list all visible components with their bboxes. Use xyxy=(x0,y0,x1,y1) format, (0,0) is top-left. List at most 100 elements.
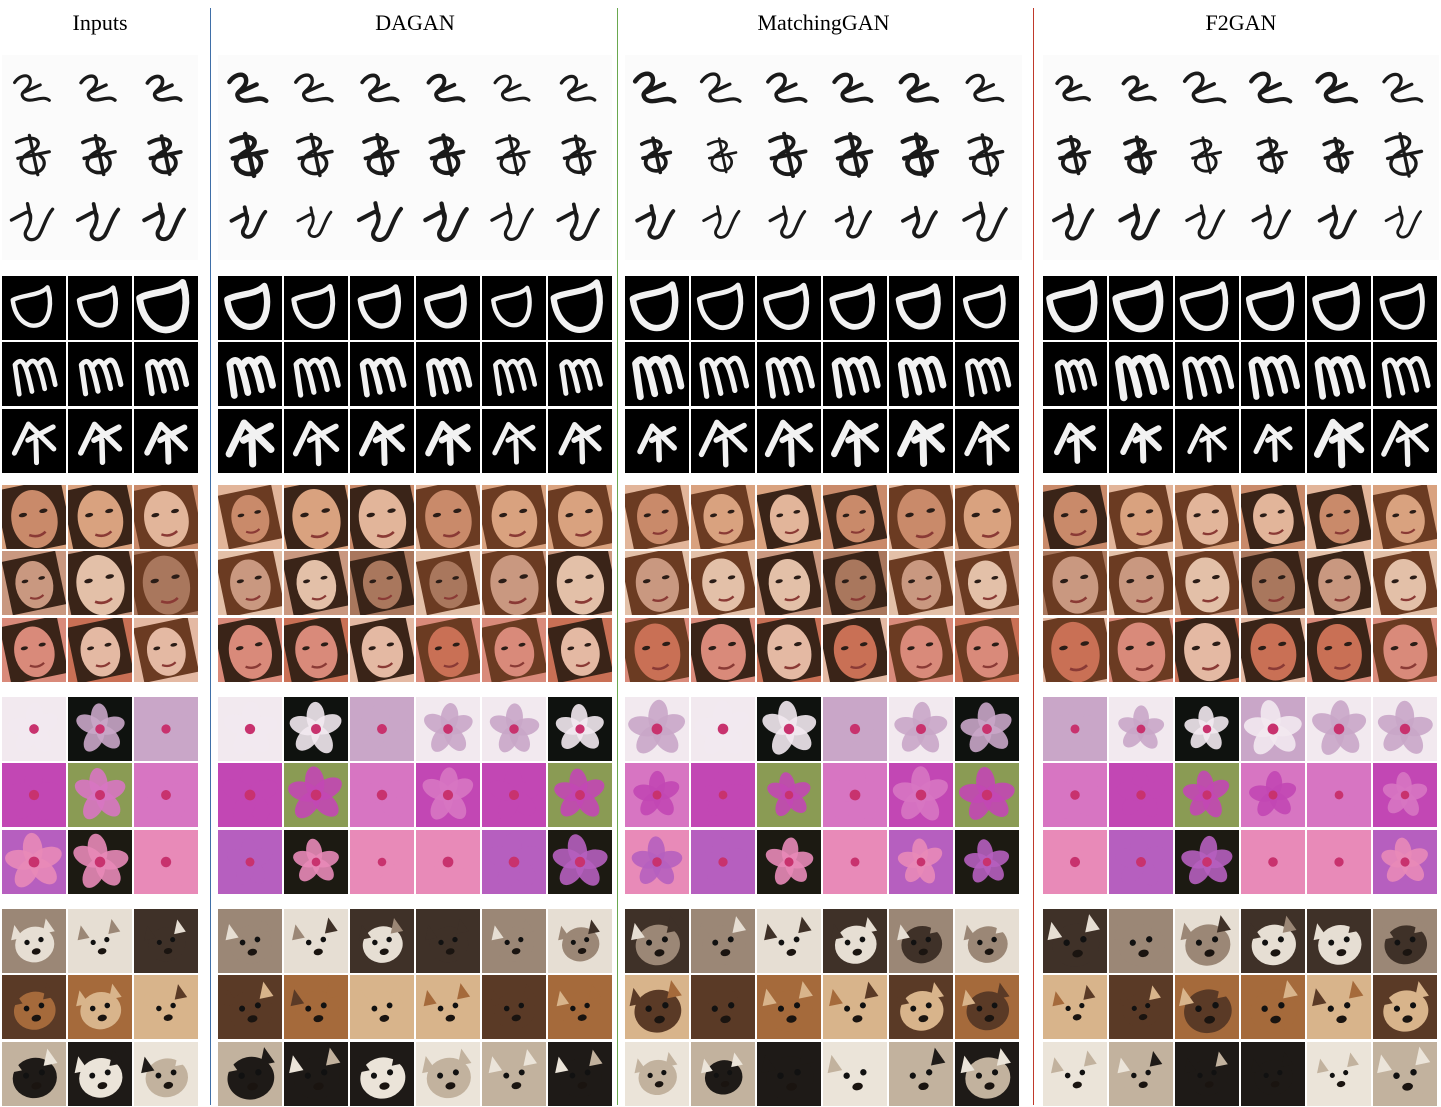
animal-image-tile xyxy=(416,975,480,1039)
animal-image-tile xyxy=(134,1042,198,1106)
flower-image-tile xyxy=(218,697,282,761)
handwritten-character-tile xyxy=(416,60,480,124)
animal-image-tile xyxy=(1241,975,1305,1039)
emnist-character-tile xyxy=(1373,342,1437,406)
emnist-character-tile xyxy=(1241,276,1305,340)
face-image-tile xyxy=(1307,551,1371,615)
animal-image-tile xyxy=(1043,909,1107,973)
handwritten-character-tile xyxy=(218,192,282,256)
flower-image-tile xyxy=(1241,763,1305,827)
animal-image-tile xyxy=(134,975,198,1039)
emnist-character-tile xyxy=(691,276,755,340)
flower-image-tile xyxy=(757,697,821,761)
face-image-tile xyxy=(1043,618,1107,682)
emnist-character-tile xyxy=(1307,409,1371,473)
emnist-character-tile xyxy=(625,276,689,340)
face-image-tile xyxy=(482,485,546,549)
handwritten-character-tile xyxy=(1373,60,1437,124)
emnist-character-tile xyxy=(757,276,821,340)
animal-image-tile xyxy=(691,909,755,973)
animal-image-tile xyxy=(1373,1042,1437,1106)
animal-image-tile xyxy=(823,1042,887,1106)
flower-image-tile xyxy=(548,830,612,894)
emnist-character-tile xyxy=(68,409,132,473)
handwritten-character-tile xyxy=(1175,125,1239,189)
handwritten-character-tile xyxy=(350,192,414,256)
emnist-character-tile xyxy=(1373,409,1437,473)
emnist-character-tile xyxy=(134,276,198,340)
handwritten-character-tile xyxy=(691,60,755,124)
face-image-tile xyxy=(416,551,480,615)
animal-image-tile xyxy=(2,1042,66,1106)
handwritten-character-tile xyxy=(1373,125,1437,189)
animal-image-tile xyxy=(889,1042,953,1106)
face-image-tile xyxy=(691,618,755,682)
face-image-tile xyxy=(1241,551,1305,615)
face-image-tile xyxy=(1175,551,1239,615)
animal-image-tile xyxy=(955,975,1019,1039)
flower-image-tile xyxy=(482,697,546,761)
emnist-character-tile xyxy=(625,342,689,406)
face-image-tile xyxy=(218,485,282,549)
handwritten-character-tile xyxy=(218,60,282,124)
face-image-tile xyxy=(350,485,414,549)
flower-image-tile xyxy=(284,697,348,761)
animal-image-tile xyxy=(350,975,414,1039)
emnist-character-tile xyxy=(889,409,953,473)
face-image-tile xyxy=(1373,618,1437,682)
flower-image-tile xyxy=(625,697,689,761)
flower-image-tile xyxy=(548,763,612,827)
emnist-character-tile xyxy=(482,342,546,406)
face-image-tile xyxy=(482,618,546,682)
face-image-tile xyxy=(68,618,132,682)
handwritten-character-tile xyxy=(548,60,612,124)
animal-image-tile xyxy=(625,909,689,973)
emnist-character-tile xyxy=(823,342,887,406)
emnist-character-tile xyxy=(548,342,612,406)
flower-image-tile xyxy=(1175,697,1239,761)
flower-image-tile xyxy=(416,830,480,894)
animal-image-tile xyxy=(416,909,480,973)
emnist-character-tile xyxy=(350,276,414,340)
handwritten-character-tile xyxy=(1307,192,1371,256)
animal-image-tile xyxy=(1175,975,1239,1039)
emnist-character-tile xyxy=(284,409,348,473)
handwritten-character-tile xyxy=(548,125,612,189)
animal-image-tile xyxy=(1109,975,1173,1039)
flower-image-tile xyxy=(1307,763,1371,827)
emnist-character-tile xyxy=(2,276,66,340)
handwritten-character-tile xyxy=(823,125,887,189)
handwritten-character-tile xyxy=(1109,192,1173,256)
emnist-character-tile xyxy=(284,276,348,340)
flower-image-tile xyxy=(691,697,755,761)
face-image-tile xyxy=(350,618,414,682)
animal-image-tile xyxy=(284,909,348,973)
emnist-character-tile xyxy=(691,409,755,473)
handwritten-character-tile xyxy=(823,60,887,124)
animal-image-tile xyxy=(823,975,887,1039)
flower-image-tile xyxy=(823,697,887,761)
handwritten-character-tile xyxy=(1307,125,1371,189)
animal-image-tile xyxy=(1241,909,1305,973)
face-image-tile xyxy=(1373,485,1437,549)
face-image-tile xyxy=(625,551,689,615)
emnist-character-tile xyxy=(350,342,414,406)
flower-image-tile xyxy=(823,830,887,894)
emnist-character-tile xyxy=(823,409,887,473)
handwritten-character-tile xyxy=(889,192,953,256)
animal-image-tile xyxy=(889,975,953,1039)
flower-image-tile xyxy=(889,830,953,894)
face-image-tile xyxy=(134,485,198,549)
flower-image-tile xyxy=(1373,763,1437,827)
face-image-tile xyxy=(955,485,1019,549)
handwritten-character-tile xyxy=(482,125,546,189)
face-image-tile xyxy=(1043,485,1107,549)
flower-image-tile xyxy=(691,830,755,894)
divider-matchinggan-f2gan xyxy=(1033,8,1034,1105)
animal-image-tile xyxy=(1373,909,1437,973)
emnist-character-tile xyxy=(416,276,480,340)
flower-image-tile xyxy=(1109,697,1173,761)
handwritten-character-tile xyxy=(1043,125,1107,189)
handwritten-character-tile xyxy=(218,125,282,189)
handwritten-character-tile xyxy=(1241,192,1305,256)
